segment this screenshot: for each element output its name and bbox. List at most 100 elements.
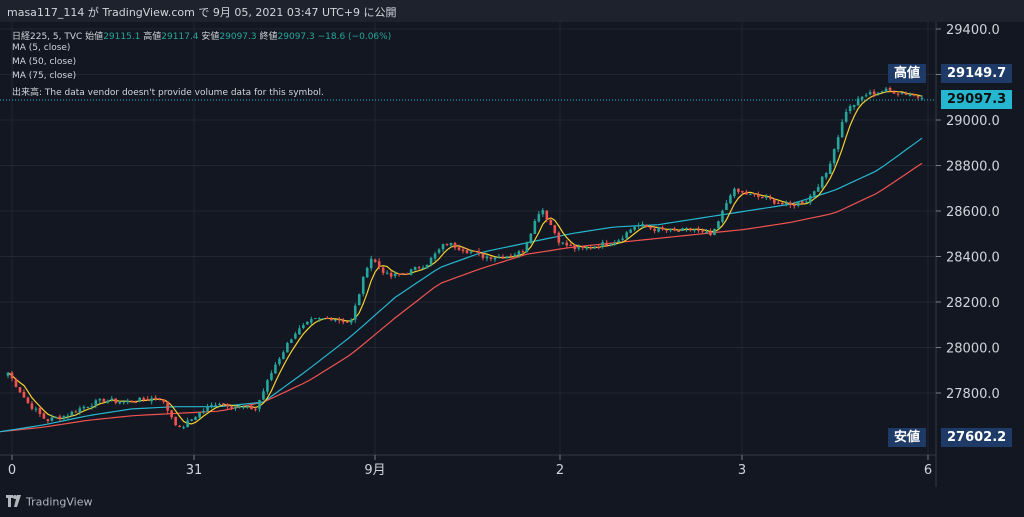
- legend-close-label: 終値: [259, 32, 278, 42]
- candle-body: [114, 398, 118, 403]
- candle-body: [26, 397, 30, 403]
- ma75-line: [0, 162, 923, 433]
- time-axis[interactable]: 0 31 9月 2 3 6: [8, 455, 932, 478]
- candle-body: [864, 95, 868, 97]
- candle-body: [373, 259, 377, 262]
- candle-body: [58, 416, 62, 420]
- legend-ma75[interactable]: MA (75, close): [12, 71, 77, 81]
- candle-body: [681, 228, 684, 231]
- candle-body: [892, 91, 896, 94]
- candle-body: [190, 419, 193, 421]
- candle-body: [597, 247, 601, 249]
- time-tick-label: 6: [924, 463, 932, 478]
- candle-body: [765, 196, 768, 198]
- legend-high-value: 29117.4: [161, 32, 199, 42]
- low-name-tag: 安値: [888, 428, 927, 447]
- candle-body: [397, 273, 401, 275]
- candle-body: [106, 400, 110, 403]
- candle-body: [609, 244, 612, 246]
- candle-body: [38, 407, 42, 414]
- high-value-tag: 29149.7: [941, 64, 1013, 83]
- candle-body: [513, 254, 517, 257]
- candle-body: [517, 251, 521, 256]
- candle-body: [198, 412, 201, 418]
- candle-body: [449, 243, 453, 246]
- candle-body: [629, 229, 632, 233]
- price-tick-label: 28200.0: [946, 296, 1000, 311]
- candle-body: [737, 188, 740, 192]
- candle-body: [405, 273, 409, 275]
- candle-body: [437, 249, 441, 253]
- candle-body: [585, 247, 589, 249]
- ma5-line: [7, 90, 923, 425]
- candle-body: [182, 427, 185, 429]
- candle-body: [150, 398, 153, 402]
- candle-body: [521, 251, 525, 253]
- candle-body: [186, 420, 189, 428]
- candle-body: [677, 231, 680, 233]
- candle-body: [421, 267, 425, 269]
- candle-body: [589, 247, 593, 249]
- publish-bar: masa117_114 が TradingView.com で 9月 05, 2…: [0, 0, 1024, 22]
- candle-body: [816, 186, 820, 192]
- candle-body: [808, 195, 812, 203]
- price-tick-label: 27800.0: [946, 387, 1000, 402]
- candle-body: [465, 250, 469, 253]
- candle-body: [501, 256, 505, 259]
- candle-body: [118, 402, 122, 404]
- candle-body: [749, 193, 752, 195]
- candle-body: [274, 364, 277, 374]
- candle-body: [812, 191, 816, 196]
- candle-body: [529, 233, 533, 243]
- tradingview-footer[interactable]: TradingView: [6, 495, 92, 510]
- candle-body: [445, 244, 449, 246]
- candle-body: [94, 400, 98, 406]
- candle-body: [848, 106, 852, 112]
- candle-body: [246, 405, 249, 408]
- legend-ma5[interactable]: MA (5, close): [12, 43, 71, 53]
- legend-ma50[interactable]: MA (50, close): [12, 57, 77, 67]
- candle-body: [665, 229, 668, 231]
- candle-body: [250, 405, 253, 410]
- candle-body: [282, 352, 285, 360]
- candle-body: [773, 199, 776, 204]
- candle-body: [729, 195, 732, 204]
- candle-body: [876, 92, 880, 94]
- legend-low-value: 29097.3: [219, 32, 257, 42]
- ma75-line-group: [0, 162, 923, 433]
- candle-body: [393, 273, 397, 277]
- candle-body: [218, 403, 221, 405]
- candle-body: [42, 413, 46, 419]
- candle-body: [18, 387, 22, 393]
- candle-body: [661, 227, 664, 230]
- candle-body: [202, 410, 205, 413]
- high-name-tag: 高値: [888, 64, 927, 83]
- candle-body: [645, 224, 648, 227]
- candle-body: [457, 247, 461, 250]
- candle-body: [796, 202, 800, 206]
- time-tick-label: 2: [556, 463, 564, 478]
- low-value-tag: 27602.2: [941, 428, 1013, 447]
- candle-body: [174, 416, 177, 426]
- candle-body: [669, 228, 672, 231]
- candle-body: [884, 88, 888, 92]
- candle-body: [66, 415, 70, 417]
- candle-body: [154, 397, 157, 399]
- candle-body: [753, 193, 756, 195]
- candle-body: [54, 417, 58, 419]
- candle-body: [226, 403, 229, 407]
- candle-body: [210, 404, 213, 407]
- candle-body: [230, 406, 233, 408]
- candle-body: [685, 228, 688, 230]
- candle-body: [545, 210, 549, 220]
- candle-body: [166, 401, 169, 411]
- candle-body: [278, 358, 281, 365]
- candle-body: [258, 400, 261, 409]
- candle-body: [489, 257, 493, 259]
- candle-body: [477, 251, 481, 253]
- candle-body: [70, 411, 74, 416]
- candle-body: [777, 202, 780, 204]
- candle-body: [90, 406, 94, 408]
- candle-body: [318, 318, 321, 320]
